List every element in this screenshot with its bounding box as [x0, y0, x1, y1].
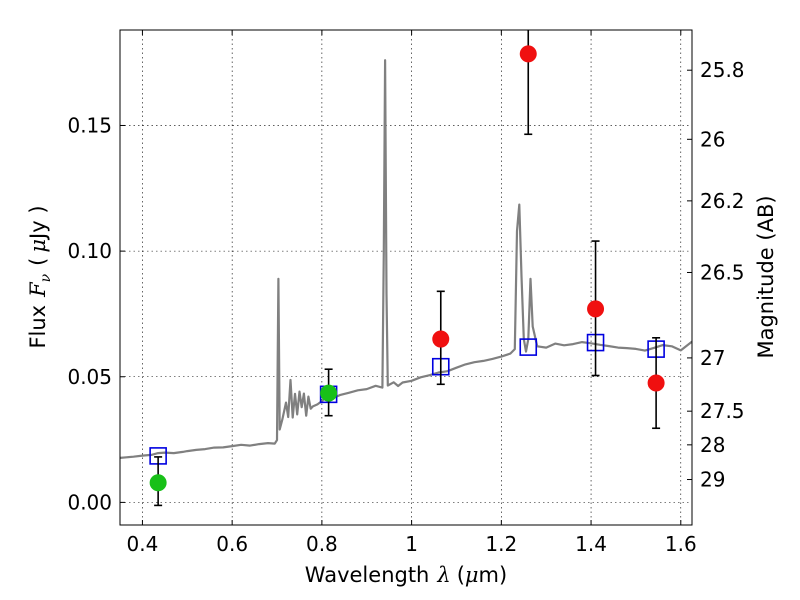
ir-flux-point — [432, 330, 450, 348]
y2-tick-label: 27.5 — [700, 399, 745, 423]
y2-tick-label: 25.8 — [700, 58, 745, 82]
y-tick-label: 0.15 — [67, 113, 112, 137]
model-band-square — [519, 338, 538, 356]
y-tick-label: 0.10 — [67, 239, 112, 263]
x-tick-label: 1.6 — [665, 532, 697, 556]
ir-flux-point — [587, 300, 605, 318]
data-series — [120, 30, 692, 507]
y2-tick-label: 26.5 — [700, 260, 745, 284]
plot-background — [120, 30, 692, 525]
y2-tick-label: 26 — [700, 127, 725, 151]
model-spectrum-line — [120, 59, 692, 459]
x-tick-label: 1.2 — [485, 532, 517, 556]
x-tick-label: 0.4 — [127, 532, 159, 556]
ir-flux-point — [519, 45, 537, 63]
x-tick-label: 1.4 — [575, 532, 607, 556]
optical-flux-point — [149, 474, 167, 492]
x-tick-label: 0.8 — [306, 532, 338, 556]
plot-frame — [119, 29, 693, 526]
axis-ticks: 0.4 0.6 0.8 1 1.2 1.4 1.6 0.00 0.05 0.10 0.15 25.8 2… — [67, 30, 745, 556]
y2-tick-label: 28 — [700, 433, 725, 457]
y-tick-label: 0.00 — [67, 490, 112, 514]
y-axis-label: FluxFν(μJy ) — [26, 205, 54, 348]
y2-axis-label: Magnitude (AB) — [754, 195, 778, 358]
x-tick-label: 1 — [405, 532, 418, 556]
x-axis-label: Wavelength λ (μm) — [305, 563, 507, 587]
optical-flux-point — [320, 384, 338, 402]
y2-tick-label: 29 — [700, 468, 725, 492]
y2-tick-label: 26.2 — [700, 189, 745, 213]
y2-tick-label: 27 — [700, 346, 725, 370]
ir-flux-point — [647, 374, 665, 392]
grid-lines — [120, 30, 692, 525]
y-tick-label: 0.05 — [67, 365, 112, 389]
x-tick-label: 0.6 — [216, 532, 248, 556]
